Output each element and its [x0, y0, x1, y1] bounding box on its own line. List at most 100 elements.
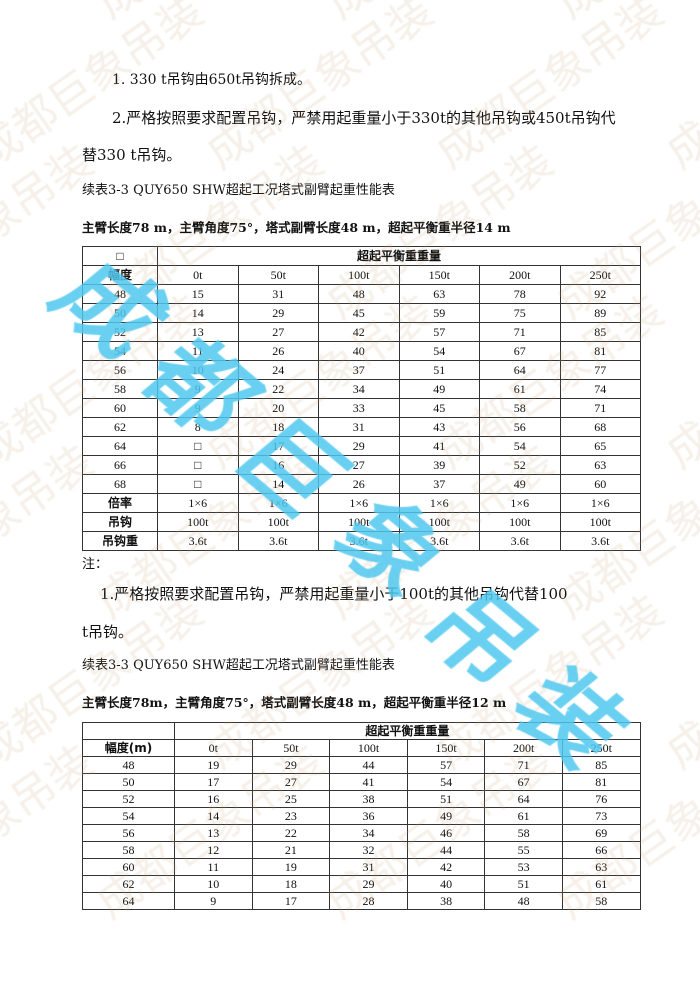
- table-cell: 63: [398, 284, 480, 304]
- table-cell: 3.6t: [479, 531, 561, 551]
- table-row: 56 10 24 37 51 64 77: [82, 360, 642, 380]
- table-cell: 44: [406, 841, 486, 859]
- table-cell: 66: [561, 841, 641, 859]
- column-header: 150t: [406, 739, 486, 757]
- table-cell: 48: [484, 892, 563, 910]
- note-top-2: 2.严格按照要求配置吊钩，严禁用起重量小于330t的其他吊钩或450t吊钩代: [112, 109, 616, 127]
- table-cell: 85: [559, 322, 642, 342]
- table-cell: 29: [318, 436, 400, 456]
- table-cell: 31: [318, 417, 400, 437]
- table-row: 52 16 25 38 51 64 76: [82, 790, 641, 808]
- row-label: 48: [82, 284, 158, 304]
- table-cell: 75: [479, 303, 561, 323]
- column-header: 0t: [174, 739, 253, 757]
- table-row: 64 □ 17 29 41 54 65: [82, 436, 642, 456]
- table-cell: 29: [237, 303, 319, 323]
- table-cell: 37: [398, 474, 480, 494]
- table-cell: 13: [174, 824, 253, 842]
- table-cell: 64: [484, 790, 563, 808]
- table-cell: 60: [559, 474, 642, 494]
- table-row: 50 14 29 45 59 75 89: [82, 303, 642, 323]
- table-cell: 26: [237, 341, 319, 361]
- table-cell: 31: [237, 284, 319, 304]
- table-cell: 17: [237, 436, 319, 456]
- row-label: 倍率: [82, 493, 158, 513]
- table-cell: 9: [157, 379, 239, 399]
- table-cell: 54: [479, 436, 561, 456]
- table-cell: 61: [561, 875, 641, 893]
- table2-subtitle: 主臂长度78m，主臂角度75°，塔式副臂长度48 m，超起平衡重半径12 m: [82, 695, 507, 710]
- table-cell: 51: [406, 790, 486, 808]
- table-cell: 49: [398, 379, 480, 399]
- table-cell: 22: [237, 379, 319, 399]
- table-cell: 32: [329, 841, 408, 859]
- row-label: 66: [82, 455, 158, 475]
- table-row: 62 10 18 29 40 51 61: [82, 875, 641, 893]
- column-header: 50t: [251, 739, 331, 757]
- table-cell: 58: [561, 892, 641, 910]
- table-cell: 49: [406, 807, 486, 825]
- table-cell: 33: [318, 398, 400, 418]
- row-label: 62: [82, 875, 175, 893]
- table-cell: 27: [251, 773, 331, 791]
- table-cell: 49: [479, 474, 561, 494]
- table-row: 50 17 27 41 54 67 81: [82, 773, 641, 791]
- table-row: 62 8 18 31 43 56 68: [82, 417, 642, 437]
- table-cell: 20: [237, 398, 319, 418]
- table-cell: 8: [157, 417, 239, 437]
- table-cell: 10: [157, 360, 239, 380]
- table-cell: 21: [251, 841, 331, 859]
- table-cell: 58: [479, 398, 561, 418]
- table-cell: 56: [479, 417, 561, 437]
- table1-caption: 续表3-3 QUY650 SHW超起工况塔式副臂起重性能表: [82, 183, 395, 198]
- table-cell: 3.6t: [559, 531, 642, 551]
- table-cell: 1×6: [318, 493, 400, 513]
- note-mid-2: t吊钩。: [82, 623, 134, 641]
- group-header: 超起平衡重重量: [156, 246, 642, 266]
- table-cell: 29: [329, 875, 408, 893]
- table-cell: 13: [157, 322, 239, 342]
- table-cell: 17: [251, 892, 331, 910]
- table-row: 48 15 31 48 63 78 92: [82, 284, 642, 304]
- table-cell: 29: [251, 756, 331, 774]
- table-cell: 41: [398, 436, 480, 456]
- table-row: 48 19 29 44 57 71 85: [82, 756, 641, 774]
- column-header: 100t: [329, 739, 408, 757]
- load-chart-table-1: □ 超起平衡重重量 幅度 0t 50t 100t 150t 200t 250t 48 15 31 4…: [82, 246, 642, 551]
- table-cell: □: [157, 455, 239, 475]
- table-row: 吊钩重 3.6t 3.6t 3.6t 3.6t 3.6t 3.6t: [82, 531, 642, 551]
- table-cell: 45: [318, 303, 400, 323]
- table-cell: 3.6t: [157, 531, 239, 551]
- table-cell: 71: [479, 322, 561, 342]
- table-cell: 18: [251, 875, 331, 893]
- table-cell: 27: [318, 455, 400, 475]
- table-cell: 89: [559, 303, 642, 323]
- table-cell: 3.6t: [237, 531, 319, 551]
- table-cell: 68: [559, 417, 642, 437]
- table-row: 52 13 27 42 57 71 85: [82, 322, 642, 342]
- table-cell: 100t: [157, 512, 239, 532]
- table-row: 64 9 17 28 38 48 58: [82, 892, 641, 910]
- table-cell: 52: [479, 455, 561, 475]
- table-cell: 11: [157, 341, 239, 361]
- table-cell: 25: [251, 790, 331, 808]
- table-cell: 28: [329, 892, 408, 910]
- table-cell: 15: [157, 284, 239, 304]
- row-label: 60: [82, 858, 175, 876]
- table-cell: 1×6: [157, 493, 239, 513]
- table-cell: 77: [559, 360, 642, 380]
- table-cell: 9: [157, 398, 239, 418]
- note-top-1: 1. 330 t吊钩由650t吊钩拆成。: [112, 72, 311, 88]
- table-cell: 85: [561, 756, 641, 774]
- table-cell: 3.6t: [398, 531, 480, 551]
- group-header: 超起平衡重重量: [174, 722, 641, 740]
- table-cell: 74: [559, 379, 642, 399]
- table-cell: 16: [174, 790, 253, 808]
- table-row: 68 □ 14 26 37 49 60: [82, 474, 642, 494]
- table-cell: 81: [561, 773, 641, 791]
- table-cell: 1×6: [398, 493, 480, 513]
- column-header: 150t: [398, 265, 480, 285]
- table-cell: 14: [157, 303, 239, 323]
- table-row: 66 □ 16 27 39 52 63: [82, 455, 642, 475]
- table-row: 56 13 22 34 46 58 69: [82, 824, 641, 842]
